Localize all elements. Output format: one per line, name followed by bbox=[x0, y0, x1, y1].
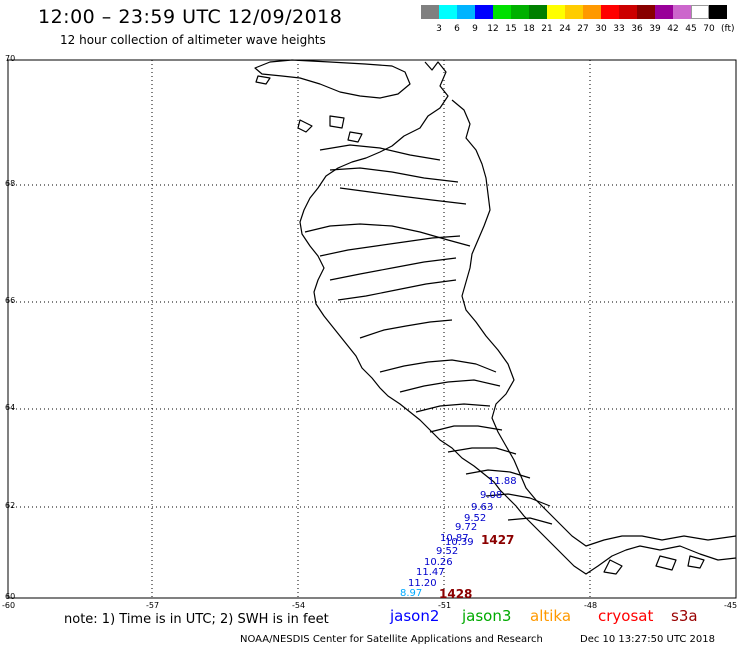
graticule bbox=[8, 59, 736, 598]
scale-swatch bbox=[493, 5, 511, 19]
wave-height-reading: 11.88 bbox=[488, 476, 517, 487]
scale-label: 18 bbox=[523, 24, 535, 34]
credit-line: NOAA/NESDIS Center for Satellite Applica… bbox=[240, 634, 543, 645]
wave-height-reading: 10.26 bbox=[424, 557, 453, 568]
wave-height-reading: 10.87 bbox=[440, 533, 469, 544]
scale-label: 45 bbox=[685, 24, 697, 34]
lon-label: -45 bbox=[724, 601, 738, 610]
wave-height-reading: 8.97 bbox=[400, 588, 423, 599]
scale-label: 39 bbox=[649, 24, 661, 34]
scale-swatch bbox=[565, 5, 583, 19]
scale-label: 3 bbox=[436, 24, 442, 34]
scale-swatch bbox=[691, 5, 709, 19]
footer-note: note: 1) Time is in UTC; 2) SWH is in fe… bbox=[64, 612, 329, 627]
page-subtitle: 12 hour collection of altimeter wave hei… bbox=[60, 33, 326, 47]
scale-label: 6 bbox=[454, 24, 460, 34]
scale-label: 70 bbox=[703, 24, 715, 34]
wave-height-reading: 10.39 bbox=[445, 537, 474, 548]
scale-label: 33 bbox=[613, 24, 625, 34]
scale-swatch bbox=[529, 5, 547, 19]
lat-label: 68 bbox=[5, 179, 16, 188]
scale-label: 21 bbox=[541, 24, 553, 34]
page-title: 12:00 – 23:59 UTC 12/09/2018 bbox=[38, 6, 343, 28]
scale-label: 9 bbox=[472, 24, 478, 34]
scale-swatch bbox=[583, 5, 601, 19]
scale-label: 36 bbox=[631, 24, 643, 34]
wave-height-reading: 9.72 bbox=[455, 522, 478, 533]
greenland-coastline bbox=[254, 59, 737, 575]
scale-swatch bbox=[421, 5, 439, 19]
scale-swatch bbox=[475, 5, 493, 19]
lon-label: -60 bbox=[2, 601, 16, 610]
scale-swatch bbox=[439, 5, 457, 19]
scale-label: 12 bbox=[487, 24, 499, 34]
scale-swatch bbox=[457, 5, 475, 19]
scale-label: 27 bbox=[577, 24, 589, 34]
scale-label: 15 bbox=[505, 24, 517, 34]
wave-height-reading: 9.52 bbox=[464, 513, 487, 524]
scale-swatch bbox=[655, 5, 673, 19]
scale-swatch bbox=[511, 5, 529, 19]
lat-label: 64 bbox=[5, 403, 16, 412]
scale-unit: (ft) bbox=[721, 24, 735, 34]
satellite-legend-item: jason3 bbox=[462, 607, 512, 625]
wave-height-reading: 11.20 bbox=[408, 578, 437, 589]
satellite-legend-item: altika bbox=[530, 607, 572, 625]
pass-time-label: 1428 bbox=[439, 587, 473, 601]
wave-height-reading: 9.08 bbox=[480, 490, 503, 501]
satellite-legend-item: cryosat bbox=[598, 607, 654, 625]
lon-label: -48 bbox=[584, 601, 598, 610]
scale-swatch bbox=[547, 5, 565, 19]
lat-label: 60 bbox=[5, 592, 16, 601]
scale-swatch bbox=[709, 5, 727, 19]
scale-swatch bbox=[637, 5, 655, 19]
lat-label: 62 bbox=[5, 501, 16, 510]
lon-label: -57 bbox=[146, 601, 160, 610]
satellite-legend-item: s3a bbox=[671, 607, 698, 625]
satellite-legend-item: jason2 bbox=[390, 607, 440, 625]
pass-time-label: 1427 bbox=[481, 533, 515, 547]
wave-height-reading: 9.52 bbox=[436, 546, 459, 557]
generated-timestamp: Dec 10 13:27:50 UTC 2018 bbox=[580, 634, 715, 645]
scale-swatch bbox=[601, 5, 619, 19]
lon-label: -51 bbox=[438, 601, 452, 610]
map-frame bbox=[7, 59, 737, 599]
wave-height-reading: 11.47 bbox=[416, 567, 445, 578]
scale-swatch bbox=[673, 5, 691, 19]
wave-height-reading: 9.63 bbox=[471, 502, 494, 513]
scale-swatch bbox=[619, 5, 637, 19]
scale-label: 42 bbox=[667, 24, 679, 34]
lon-label: -54 bbox=[292, 601, 306, 610]
scale-label: 24 bbox=[559, 24, 571, 34]
lat-label: 66 bbox=[5, 296, 16, 305]
lat-label: 70 bbox=[5, 54, 16, 63]
scale-label: 30 bbox=[595, 24, 607, 34]
